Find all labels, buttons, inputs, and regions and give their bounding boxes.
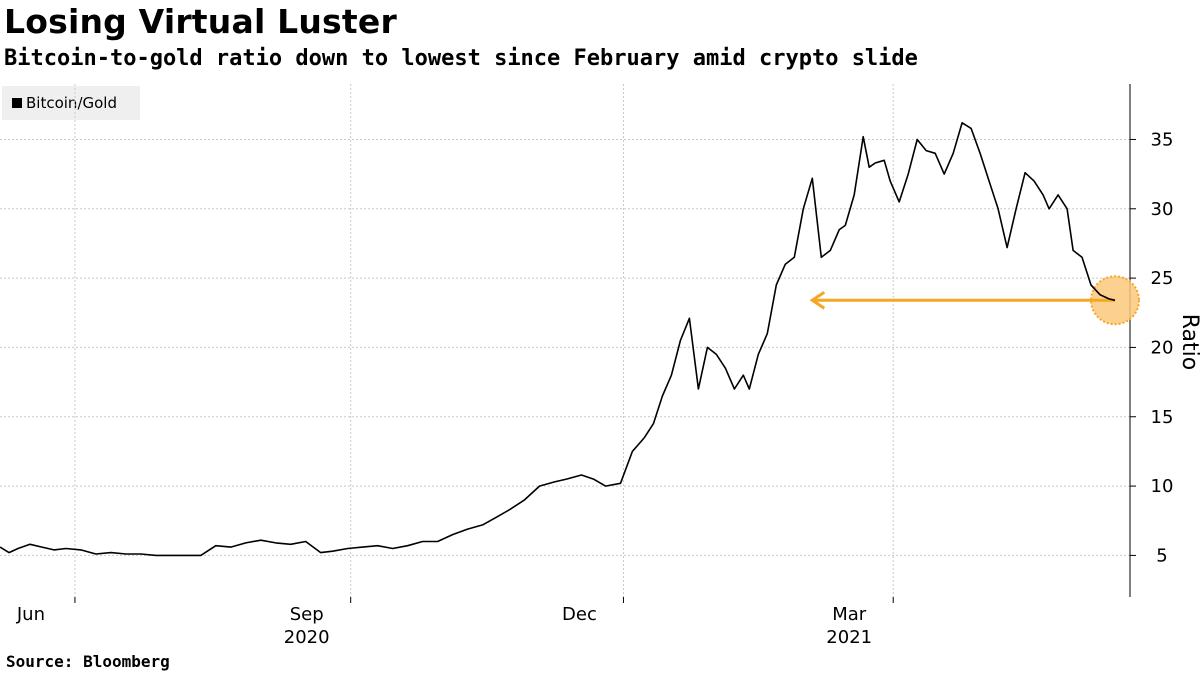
y-tick-label: 20 [1151, 337, 1174, 358]
y-tick-label: 25 [1151, 268, 1174, 289]
x-year-label: 2021 [826, 627, 872, 648]
series-line-bitcoin-gold [0, 122, 1116, 557]
y-tick-label: 35 [1151, 129, 1174, 150]
x-tick-label: Mar [832, 604, 867, 625]
y-tick-label: 30 [1151, 199, 1174, 220]
x-tick-label: Dec [562, 604, 597, 625]
y-tick-label: 5 [1156, 545, 1167, 566]
y-tick-label: 15 [1151, 407, 1174, 428]
y-tick-label: 10 [1151, 476, 1174, 497]
series-layer [0, 122, 1116, 557]
grid-layer [0, 84, 1130, 597]
chart-title: Losing Virtual Luster [4, 2, 397, 41]
x-year-label: 2020 [284, 627, 330, 648]
source-note: Source: Bloomberg [6, 652, 170, 671]
annotation-arrowhead [809, 291, 826, 310]
series-line-end-segment [1090, 284, 1116, 302]
legend-label: Bitcoin/Gold [26, 94, 117, 112]
legend: Bitcoin/Gold [2, 86, 140, 120]
y-axis-label: Ratio [1177, 314, 1200, 370]
chart-subtitle: Bitcoin-to-gold ratio down to lowest sin… [4, 46, 918, 71]
x-tick-label: Sep [290, 604, 324, 625]
x-tick-label: Jun [16, 604, 45, 625]
annotation-layer [809, 275, 1141, 326]
legend-swatch [12, 98, 22, 108]
